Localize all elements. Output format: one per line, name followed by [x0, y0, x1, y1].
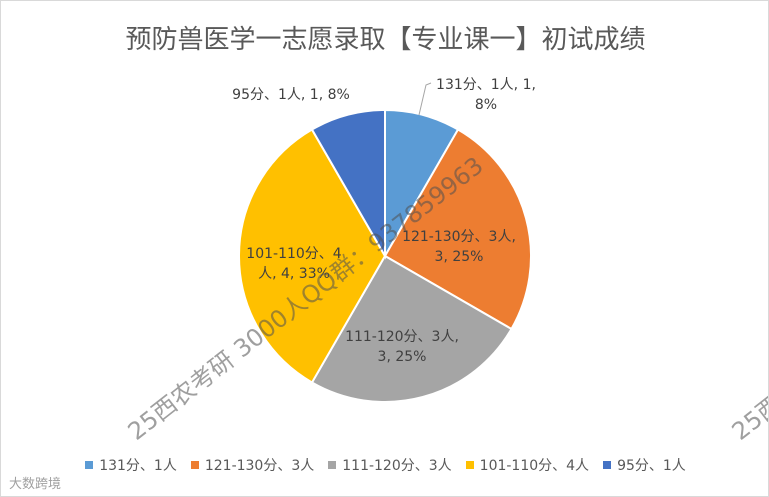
data-label: 131分、1人, 1, 8%: [436, 77, 536, 113]
legend: 131分、1人 121-130分、3人 111-120分、3人 101-110分、4人…: [1, 455, 768, 475]
legend-swatch: [603, 461, 612, 469]
legend-label: 121-130分、3人: [204, 458, 315, 474]
leader-line: [418, 82, 432, 116]
legend-item: 95分、1人: [603, 455, 686, 475]
legend-label: 101-110分、4人: [479, 458, 590, 474]
data-label: 95分、1人, 1, 8%: [232, 87, 350, 103]
legend-swatch: [328, 461, 337, 469]
data-label: 111-120分、3人, 3, 25%: [345, 329, 459, 365]
pie-slice: [310, 108, 386, 260]
legend-item: 101-110分、4人: [465, 455, 590, 475]
legend-label: 95分、1人: [617, 458, 686, 474]
chart-title: 预防兽医学一志愿录取【专业课一】初试成绩: [125, 25, 646, 55]
legend-item: 111-120分、3人: [328, 455, 452, 475]
watermark: 大数跨境: [9, 477, 62, 492]
pie-slice: [383, 128, 532, 331]
pie-slice: [310, 254, 513, 403]
legend-item: 131分、1人: [85, 455, 177, 475]
legend-swatch: [465, 461, 474, 469]
legend-label: 131分、1人: [99, 458, 177, 474]
legend-swatch: [85, 461, 94, 469]
legend-item: 121-130分、3人: [190, 455, 315, 475]
legend-label: 111-120分、3人: [342, 458, 452, 474]
pie-slice: [238, 128, 387, 384]
data-label: 121-130分、3人, 3, 25%: [402, 229, 516, 265]
data-label: 101-110分、4人, 4, 33%: [246, 246, 342, 282]
legend-swatch: [190, 461, 199, 469]
